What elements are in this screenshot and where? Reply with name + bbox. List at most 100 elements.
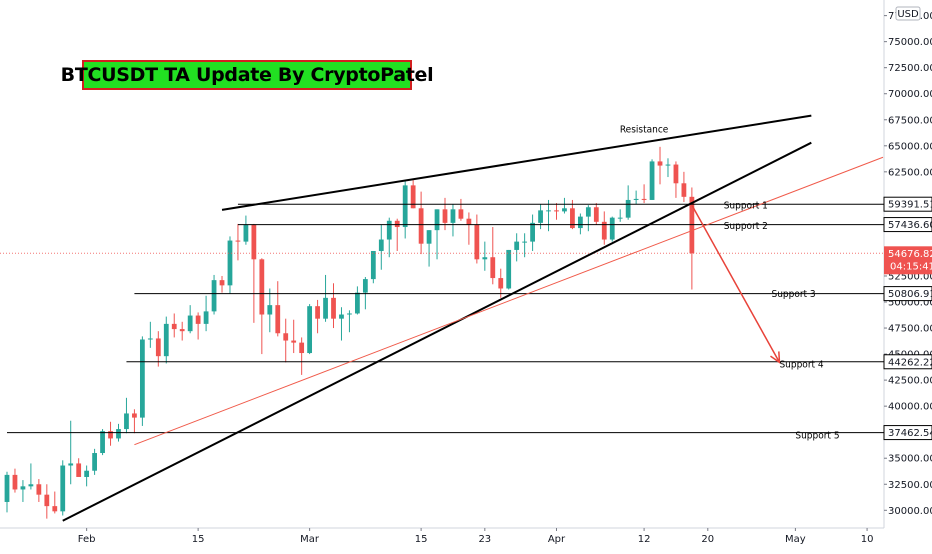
trendline [62, 141, 812, 522]
support-levels-layer [0, 203, 884, 434]
annotation-label: Support 4 [779, 360, 823, 371]
candle-body [235, 240, 241, 242]
arrow-head [770, 351, 781, 364]
annotations-layer: Resistance Support 1 Support 2 Support 3 Sup… [620, 124, 840, 441]
candle-body [394, 220, 400, 228]
currency-label: USD [897, 9, 919, 20]
candle [203, 295, 209, 332]
date-tick-label: 10 [861, 534, 874, 545]
price-tick-label: 47500.00 [888, 324, 932, 335]
candle [20, 480, 26, 502]
candle-body [108, 431, 113, 439]
candle-body [514, 241, 520, 250]
candle [442, 197, 448, 231]
candle [179, 321, 185, 341]
candle [171, 313, 177, 338]
date-tick-label: 15 [415, 534, 428, 545]
price-level-label: 57436.60 [888, 220, 932, 231]
annotation-label: Support 3 [772, 289, 816, 300]
candle-body [251, 224, 257, 260]
date-tick-label: Feb [78, 534, 96, 545]
projection-arrow [691, 204, 781, 363]
candle-body [163, 323, 169, 357]
candle [625, 185, 631, 220]
current-price-box [884, 246, 932, 275]
price-tick-label: 40000.00 [888, 402, 932, 413]
annotation-label: Support 1 [724, 200, 768, 211]
time-axis-bg [0, 528, 932, 550]
candle [657, 146, 663, 185]
price-level-box [883, 286, 932, 302]
price-tick-label: 67500.00 [888, 115, 932, 126]
candle-body [315, 306, 320, 319]
candle [370, 250, 376, 284]
candle-body [100, 431, 105, 454]
candle-body [299, 342, 305, 354]
candle [44, 484, 50, 519]
annotation-label: Support 5 [795, 430, 839, 441]
candle-body [331, 297, 336, 319]
candle-body [44, 494, 50, 507]
candle-body [506, 249, 512, 289]
candle-body [339, 314, 344, 319]
candle-body [665, 164, 671, 166]
candle-body [601, 221, 607, 240]
candle-body [530, 222, 535, 242]
candle [506, 249, 512, 290]
candle [386, 217, 392, 258]
candle-body [267, 305, 273, 315]
candle [394, 218, 400, 251]
candle [378, 224, 384, 270]
candle [402, 180, 408, 239]
candle [458, 198, 464, 221]
candle-body [12, 474, 18, 490]
candle-body [546, 210, 551, 212]
date-tick-label: 23 [478, 534, 491, 545]
trendlines-layer [62, 114, 884, 522]
candle-body [92, 453, 97, 471]
candle [211, 274, 217, 315]
candle [514, 233, 520, 262]
date-tick-label: Mar [300, 534, 320, 545]
candle-body [283, 333, 289, 341]
candle-body [625, 199, 631, 218]
annotation-label: Support 2 [724, 221, 768, 232]
candle [100, 429, 105, 456]
date-tick-label: 12 [638, 534, 651, 545]
candle-body [434, 209, 440, 231]
candle [554, 203, 559, 220]
candle-body [585, 207, 591, 217]
price-level-label: 50806.91 [888, 289, 932, 300]
candle [339, 307, 344, 341]
date-tick-label: Apr [548, 534, 566, 545]
candle-body [570, 208, 575, 229]
candle-body [147, 338, 153, 340]
candle-body [378, 239, 384, 251]
candle [283, 318, 289, 363]
candle [12, 468, 18, 493]
candle [315, 299, 320, 334]
candle [474, 214, 480, 264]
candle-body [291, 340, 297, 343]
currency-tag [895, 6, 921, 21]
countdown-label: 04:15:41 [890, 261, 932, 272]
candle [410, 180, 416, 209]
candle [562, 197, 567, 214]
candle-body [243, 224, 249, 242]
candle-body [386, 220, 392, 240]
price-tick-label: 42500.00 [888, 376, 932, 387]
chart-title: BTCUSDT TA Update By CryptoPatel [60, 64, 434, 86]
candle-body [681, 183, 687, 197]
price-tick-label: 30000.00 [888, 506, 932, 517]
candle-body [577, 216, 583, 229]
candle-body [402, 185, 408, 228]
candle [275, 281, 281, 337]
candle-body [538, 210, 543, 223]
candle-body [195, 315, 201, 324]
candle-body [593, 207, 599, 222]
candle [267, 288, 273, 333]
candle [76, 458, 82, 477]
candle [426, 230, 432, 267]
